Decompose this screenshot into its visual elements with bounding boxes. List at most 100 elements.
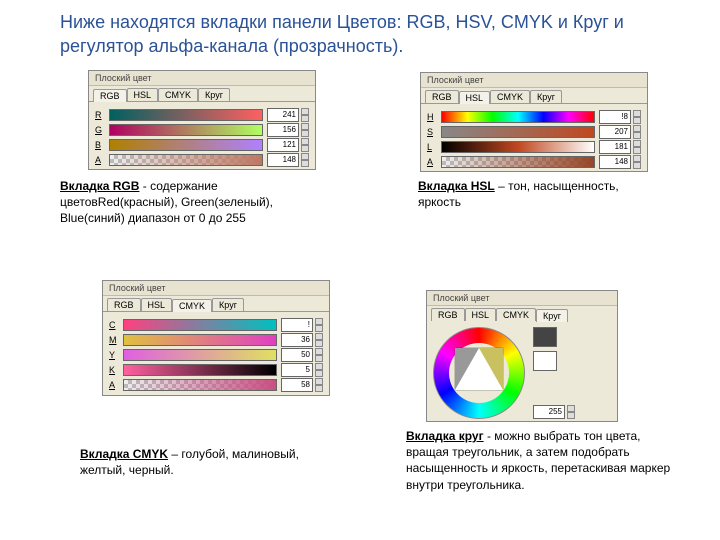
caption-cmyk-bold: Вкладка CMYK	[80, 447, 168, 461]
spinner[interactable]	[301, 123, 309, 137]
panel-title: Плоский цвет	[421, 73, 647, 88]
slider-value[interactable]: 148	[599, 155, 631, 169]
slider-label: C	[109, 320, 119, 330]
tab-cmyk[interactable]: CMYK	[158, 88, 198, 101]
slider-value[interactable]: !	[281, 318, 313, 332]
spinner[interactable]	[315, 348, 323, 362]
spinner[interactable]	[633, 125, 641, 139]
spinner[interactable]	[315, 378, 323, 392]
tab-rgb[interactable]: RGB	[93, 89, 127, 102]
wheel-triangle[interactable]	[455, 348, 503, 390]
panel-title: Плоский цвет	[427, 291, 617, 306]
spinner[interactable]	[315, 318, 323, 332]
slider-row: H !8	[427, 111, 641, 123]
spinner[interactable]	[301, 108, 309, 122]
slider-track[interactable]	[123, 334, 277, 346]
tabs: RGB HSL CMYK Круг	[89, 86, 315, 101]
caption-hsl: Вкладка HSL – тон, насыщенность, яркость	[418, 178, 638, 210]
slider-label: M	[109, 335, 119, 345]
slider-label: B	[95, 140, 105, 150]
slider-value[interactable]: 148	[267, 153, 299, 167]
caption-cmyk: Вкладка CMYK – голубой, малиновый, желты…	[80, 446, 320, 478]
tab-rgb[interactable]: RGB	[107, 298, 141, 311]
slider-track[interactable]	[109, 139, 263, 151]
tab-hsl[interactable]: HSL	[127, 88, 159, 101]
slider-track[interactable]	[109, 154, 263, 166]
spinner[interactable]	[315, 363, 323, 377]
wheel-value[interactable]: 255	[533, 405, 565, 419]
slider-track[interactable]	[441, 111, 595, 123]
tab-krug[interactable]: Круг	[198, 88, 230, 101]
wheel-panel: Плоский цвет RGB HSL CMYK Круг 255	[426, 290, 618, 422]
tab-krug[interactable]: Круг	[536, 309, 568, 322]
spinner[interactable]	[315, 333, 323, 347]
slider-value[interactable]: 58	[281, 378, 313, 392]
slider-track[interactable]	[109, 124, 263, 136]
tab-hsl[interactable]: HSL	[141, 298, 173, 311]
slider-value[interactable]: 50	[281, 348, 313, 362]
slider-row: B 121	[95, 139, 309, 151]
slider-row: Y 50	[109, 349, 323, 361]
slider-track[interactable]	[123, 319, 277, 331]
page-heading: Ниже находятся вкладки панели Цветов: RG…	[60, 10, 660, 59]
spinner[interactable]	[633, 110, 641, 124]
caption-rgb-bold: Вкладка RGB	[60, 179, 139, 193]
tab-rgb[interactable]: RGB	[431, 308, 465, 321]
slider-row: A58	[109, 379, 323, 391]
slider-value[interactable]: 36	[281, 333, 313, 347]
caption-wheel-bold: Вкладка круг	[406, 429, 484, 443]
slider-label: K	[109, 365, 119, 375]
caption-wheel: Вкладка круг - можно выбрать тон цвета, …	[406, 428, 686, 493]
color-wheel[interactable]	[433, 327, 525, 419]
slider-row: G156	[95, 124, 309, 136]
swatch-current[interactable]	[533, 327, 557, 347]
spinner[interactable]	[301, 138, 309, 152]
caption-hsl-bold: Вкладка HSL	[418, 179, 495, 193]
slider-track[interactable]	[123, 364, 277, 376]
slider-label: A	[427, 157, 437, 167]
slider-value[interactable]: 156	[267, 123, 299, 137]
slider-row: A 148	[427, 156, 641, 168]
slider-row: L 181	[427, 141, 641, 153]
slider-label: L	[427, 142, 437, 152]
slider-track[interactable]	[441, 141, 595, 153]
slider-value[interactable]: 5	[281, 363, 313, 377]
slider-value[interactable]: 241	[267, 108, 299, 122]
spinner[interactable]	[301, 153, 309, 167]
tab-cmyk[interactable]: CMYK	[172, 299, 212, 312]
slider-label: R	[95, 110, 105, 120]
panel-title: Плоский цвет	[103, 281, 329, 296]
caption-rgb: Вкладка RGB - содержание цветовRed(красн…	[60, 178, 320, 227]
spinner[interactable]	[633, 155, 641, 169]
panel-title: Плоский цвет	[89, 71, 315, 86]
swatch-previous[interactable]	[533, 351, 557, 371]
slider-row: M 36	[109, 334, 323, 346]
slider-value[interactable]: !8	[599, 110, 631, 124]
slider-label: A	[95, 155, 105, 165]
slider-track[interactable]	[123, 379, 277, 391]
slider-label: Y	[109, 350, 119, 360]
tabs: RGB HSL CMYK Круг	[427, 306, 617, 321]
slider-label: H	[427, 112, 437, 122]
slider-value[interactable]: 181	[599, 140, 631, 154]
spinner[interactable]	[633, 140, 641, 154]
tab-hsl[interactable]: HSL	[459, 91, 491, 104]
tab-krug[interactable]: Круг	[212, 298, 244, 311]
tab-cmyk[interactable]: CMYK	[496, 308, 536, 321]
slider-row: S 207	[427, 126, 641, 138]
slider-track[interactable]	[109, 109, 263, 121]
slider-value[interactable]: 207	[599, 125, 631, 139]
spinner[interactable]	[567, 405, 575, 419]
hsl-panel: Плоский цвет RGB HSL CMYK Круг H !8 S 207 L 1…	[420, 72, 648, 172]
tab-rgb[interactable]: RGB	[425, 90, 459, 103]
slider-track[interactable]	[123, 349, 277, 361]
tab-hsl[interactable]: HSL	[465, 308, 497, 321]
tab-krug[interactable]: Круг	[530, 90, 562, 103]
slider-track[interactable]	[441, 126, 595, 138]
tabs: RGB HSL CMYK Круг	[103, 296, 329, 311]
slider-label: S	[427, 127, 437, 137]
tab-cmyk[interactable]: CMYK	[490, 90, 530, 103]
tabs: RGB HSL CMYK Круг	[421, 88, 647, 103]
slider-track[interactable]	[441, 156, 595, 168]
slider-value[interactable]: 121	[267, 138, 299, 152]
